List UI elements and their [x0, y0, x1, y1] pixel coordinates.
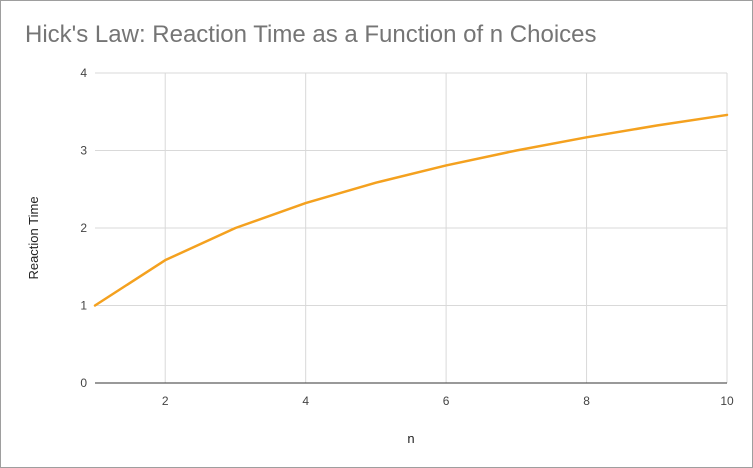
y-tick-label: 4 — [80, 66, 87, 80]
x-tick-label: 10 — [720, 394, 734, 408]
x-tick-label: 4 — [302, 394, 309, 408]
x-tick-label: 6 — [443, 394, 450, 408]
y-axis-title: Reaction Time — [26, 196, 41, 279]
y-tick-label: 2 — [80, 221, 87, 235]
x-tick-label: 8 — [583, 394, 590, 408]
y-tick-label: 0 — [80, 376, 87, 390]
chart-title: Hick's Law: Reaction Time as a Function … — [25, 21, 597, 48]
series-layer — [93, 113, 729, 307]
y-tick-labels: 0 1 2 3 4 — [80, 66, 87, 390]
series-line — [93, 113, 729, 307]
x-tick-label: 2 — [162, 394, 169, 408]
gridlines — [95, 72, 728, 383]
x-tick-labels: 2 4 6 8 10 — [162, 394, 734, 408]
y-tick-label: 1 — [80, 299, 87, 313]
x-axis-title: n — [407, 431, 414, 446]
y-tick-label: 3 — [80, 144, 87, 158]
